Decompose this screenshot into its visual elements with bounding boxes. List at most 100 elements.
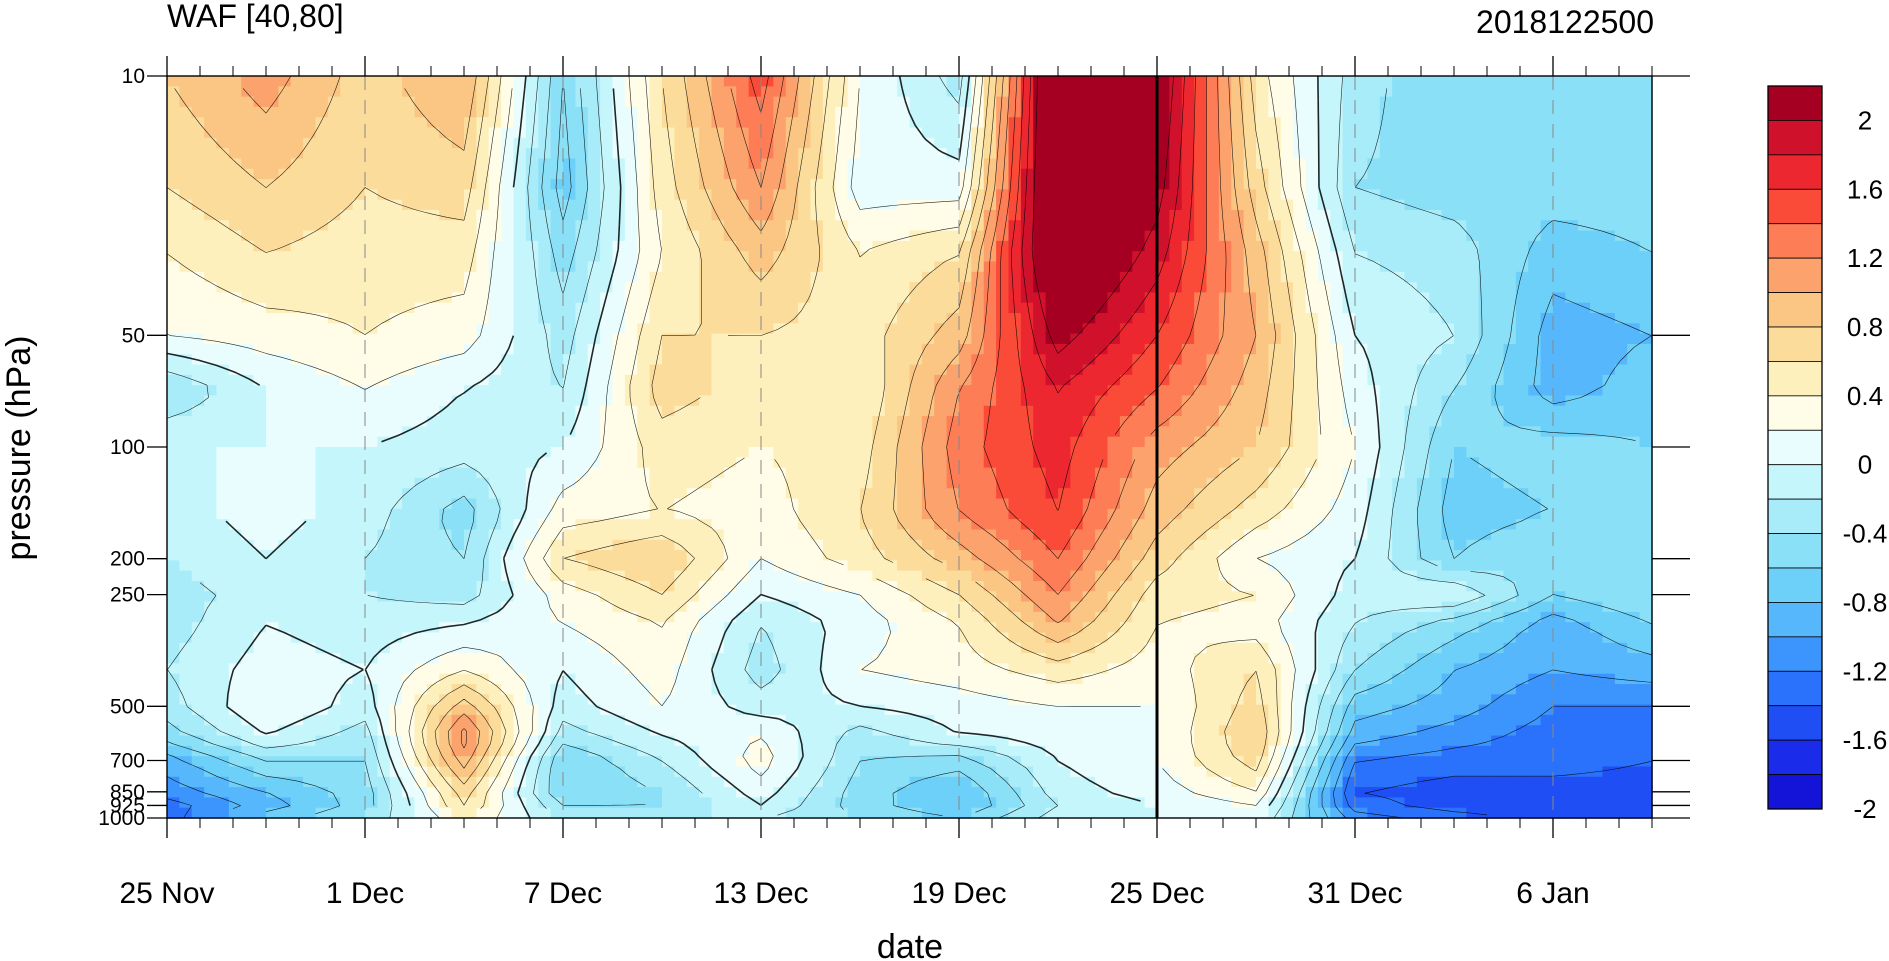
contour-cell [624,220,638,232]
contour-cell [340,117,354,129]
contour-cell [538,591,552,603]
contour-cell [278,684,292,696]
contour-cell [290,673,304,685]
contour-cell [822,787,836,799]
contour-cell [389,745,403,757]
contour-cell [426,220,440,232]
contour-cell [513,189,527,201]
contour-cell [996,725,1010,737]
contour-cell [550,529,564,541]
contour-cell [996,797,1010,809]
contour-cell [723,560,737,572]
contour-cell [785,508,799,520]
contour-cell [538,457,552,469]
contour-cell [612,127,626,139]
contour-cell [167,76,181,88]
contour-cell [637,292,651,304]
contour-cell [822,240,836,252]
contour-cell [513,745,527,757]
contour-cell [872,209,886,221]
contour-cell [352,807,366,819]
contour-cell [996,168,1010,180]
contour-cell [563,529,577,541]
contour-cell [538,776,552,788]
contour-cell [352,529,366,541]
contour-cell [699,601,713,613]
contour-cell [464,137,478,149]
contour-cell [649,240,663,252]
contour-cell [822,776,836,788]
contour-cell [501,539,515,551]
contour-cell [711,179,725,191]
contour-cell [773,457,787,469]
contour-cell [662,735,676,747]
contour-cell [303,282,317,294]
contour-cell [686,209,700,221]
contour-cell [835,106,849,118]
contour-cell [439,416,453,428]
contour-cell [612,622,626,634]
contour-cell [389,436,403,448]
contour-cell [216,684,230,696]
contour-cell [216,76,230,88]
contour-cell [352,601,366,613]
contour-cell [662,76,676,88]
contour-cell [525,611,539,623]
contour-cell [810,302,824,314]
contour-cell [525,580,539,592]
contour-cell [253,550,267,562]
contour-cell [451,364,465,376]
contour-cell [884,498,898,510]
contour-cell [983,714,997,726]
contour-cell [798,179,812,191]
contour-cell [674,220,688,232]
contour-cell [501,519,515,531]
contour-cell [167,395,181,407]
contour-cell [649,76,663,88]
contour-cell [290,447,304,459]
contour-cell [488,333,502,345]
contour-cell [501,498,515,510]
contour-cell [167,96,181,108]
contour-cell [773,591,787,603]
contour-cell [612,498,626,510]
contour-cell [674,282,688,294]
contour-cell [624,127,638,139]
contour-cell [426,467,440,479]
contour-cell [340,76,354,88]
contour-cell [204,787,218,799]
contour-cell [241,766,255,778]
contour-cell [1020,230,1034,242]
contour-cell [587,467,601,479]
contour-cell [550,601,564,613]
contour-cell [327,333,341,345]
contour-cell [525,168,539,180]
contour-cell [723,467,737,479]
contour-cell [723,354,737,366]
contour-cell [946,302,960,314]
contour-cell [389,797,403,809]
contour-cell [228,704,242,716]
contour-cell [278,477,292,489]
contour-cell [612,199,626,211]
contour-cell [389,714,403,726]
contour-cell [266,642,280,654]
contour-cell [538,498,552,510]
contour-cell [365,787,379,799]
contour-cell [266,199,280,211]
contour-cell [377,622,391,634]
contour-cell [996,508,1010,520]
contour-cell [389,127,403,139]
contour-cell [228,488,242,500]
contour-cell [587,735,601,747]
contour-cell [884,447,898,459]
contour-cell [860,529,874,541]
contour-cell [699,642,713,654]
contour-cell [810,96,824,108]
contour-cell [921,302,935,314]
contour-cell [563,735,577,747]
contour-cell [699,807,713,819]
contour-cell [451,519,465,531]
contour-cell [748,519,762,531]
contour-cell [241,302,255,314]
